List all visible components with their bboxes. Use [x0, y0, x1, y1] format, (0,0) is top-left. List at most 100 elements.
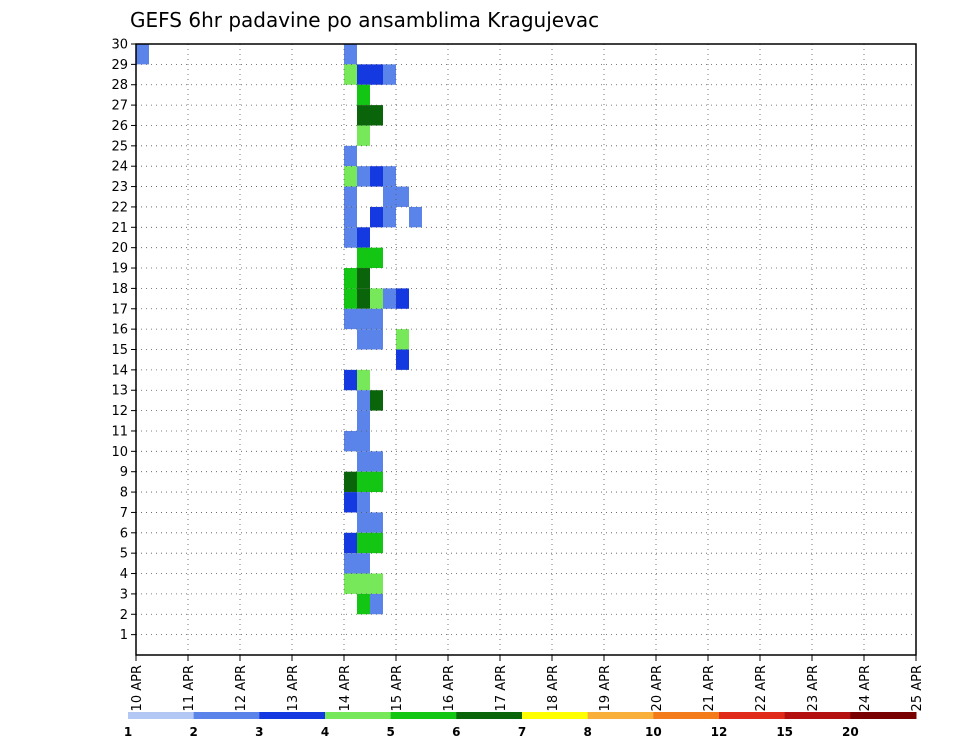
- heatmap-cell: [357, 268, 370, 289]
- y-tick-label: 13: [111, 384, 128, 399]
- y-tick-label: 11: [111, 424, 128, 439]
- heatmap-cell: [396, 186, 409, 207]
- x-tick-label: 18 APR: [546, 665, 561, 711]
- x-tick-label: 19 APR: [598, 665, 613, 711]
- heatmap-cell: [370, 329, 383, 350]
- heatmap-cell: [357, 451, 370, 472]
- legend-label: 15: [776, 725, 793, 739]
- heatmap-cell: [370, 471, 383, 493]
- heatmap-cell: [370, 532, 383, 554]
- legend-label: 10: [645, 725, 662, 739]
- x-tick-label: 25 APR: [910, 665, 925, 711]
- y-tick-label: 20: [111, 241, 128, 256]
- heatmap-cell: [409, 206, 422, 228]
- y-tick-label: 6: [120, 526, 128, 541]
- heatmap-cell: [357, 390, 370, 411]
- heatmap-cell: [357, 247, 370, 269]
- legend-label: 4: [321, 725, 329, 739]
- legend-swatch: [784, 712, 851, 719]
- x-tick-label: 21 APR: [702, 665, 717, 711]
- y-tick-label: 28: [111, 78, 128, 93]
- x-tick-label: 17 APR: [494, 665, 509, 711]
- legend-label: 7: [518, 725, 526, 739]
- heatmap-cell: [344, 288, 357, 309]
- heatmap-cell: [344, 369, 357, 391]
- y-tick-label: 21: [111, 221, 128, 236]
- x-tick-label: 22 APR: [754, 665, 769, 711]
- heatmap-cell: [357, 532, 370, 554]
- x-axis: 10 APR 11 APR 12 APR 13 APR 14 APR 15 APR 16 A…: [130, 655, 925, 711]
- legend-swatch: [325, 712, 392, 719]
- y-tick-label: 12: [111, 404, 128, 419]
- x-tick-label: 11 APR: [182, 665, 197, 711]
- heatmap-cell: [344, 268, 357, 289]
- color-legend: 1 2 3 4 5 6 7 8 10 12 15 20: [124, 712, 917, 739]
- x-tick-label: 24 APR: [858, 665, 873, 711]
- heatmap-cell: [344, 166, 357, 187]
- heatmap-cell: [136, 44, 149, 65]
- heatmap-cell: [370, 288, 383, 309]
- y-tick-label: 17: [111, 302, 128, 317]
- x-tick-label: 14 APR: [338, 665, 353, 711]
- heatmap-cell: [344, 492, 357, 513]
- legend-swatch: [259, 712, 326, 719]
- heatmap-cell: [370, 451, 383, 472]
- heatmap-cell: [396, 288, 409, 309]
- y-tick-label: 3: [120, 587, 128, 602]
- heatmap-cell: [357, 125, 370, 146]
- heatmap-cell: [357, 471, 370, 493]
- y-tick-label: 9: [120, 465, 128, 480]
- x-tick-label: 20 APR: [650, 665, 665, 711]
- y-tick-label: 16: [111, 323, 128, 338]
- legend-swatch: [587, 712, 654, 719]
- y-tick-label: 8: [120, 486, 128, 501]
- y-tick-label: 4: [120, 567, 128, 582]
- x-tick-label: 12 APR: [234, 665, 249, 711]
- y-tick-label: 27: [111, 99, 128, 114]
- heatmap-cell: [344, 145, 357, 167]
- heatmap-cell: [357, 410, 370, 431]
- heatmap-cell: [357, 84, 370, 106]
- legend-swatch: [193, 712, 260, 719]
- heatmap-cell: [370, 512, 383, 533]
- heatmap-cell: [383, 186, 396, 207]
- heatmap-cell: [357, 227, 370, 248]
- legend-label: 5: [386, 725, 394, 739]
- heatmap-cell: [370, 593, 383, 615]
- heatmap-cell: [344, 186, 357, 207]
- grid-lines: [136, 44, 916, 655]
- heatmap-cell: [370, 390, 383, 411]
- heatmap-cell: [383, 206, 396, 228]
- heatmap-cell: [357, 288, 370, 309]
- x-tick-label: 13 APR: [286, 665, 301, 711]
- y-tick-label: 29: [111, 58, 128, 73]
- heatmap-cell: [344, 573, 357, 594]
- heatmap-cell: [370, 105, 383, 126]
- heatmap-cell: [370, 166, 383, 187]
- heatmap-cell: [357, 329, 370, 350]
- heatmap-cell: [357, 308, 370, 330]
- heatmap-cell: [396, 349, 409, 370]
- y-tick-label: 22: [111, 200, 128, 215]
- legend-label: 8: [583, 725, 591, 739]
- heatmap-cell: [357, 369, 370, 391]
- heatmap-cell: [357, 105, 370, 126]
- y-tick-label: 19: [111, 262, 128, 277]
- heatmap-cell: [383, 166, 396, 187]
- chart-title: GEFS 6hr padavine po ansamblima Kragujev…: [130, 8, 599, 32]
- heatmap-cell: [344, 532, 357, 554]
- x-tick-label: 23 APR: [806, 665, 821, 711]
- legend-label: 12: [711, 725, 728, 739]
- heatmap-cell: [344, 227, 357, 248]
- y-tick-label: 30: [111, 38, 128, 53]
- legend-label: 6: [452, 725, 460, 739]
- heatmap-cell: [344, 430, 357, 452]
- legend-label: 3: [255, 725, 263, 739]
- heatmap-cell: [357, 553, 370, 574]
- heatmap-cell: [357, 166, 370, 187]
- y-tick-label: 26: [111, 119, 128, 134]
- heatmap-cell: [396, 329, 409, 350]
- y-tick-label: 5: [120, 547, 128, 562]
- heatmap-cell: [344, 308, 357, 330]
